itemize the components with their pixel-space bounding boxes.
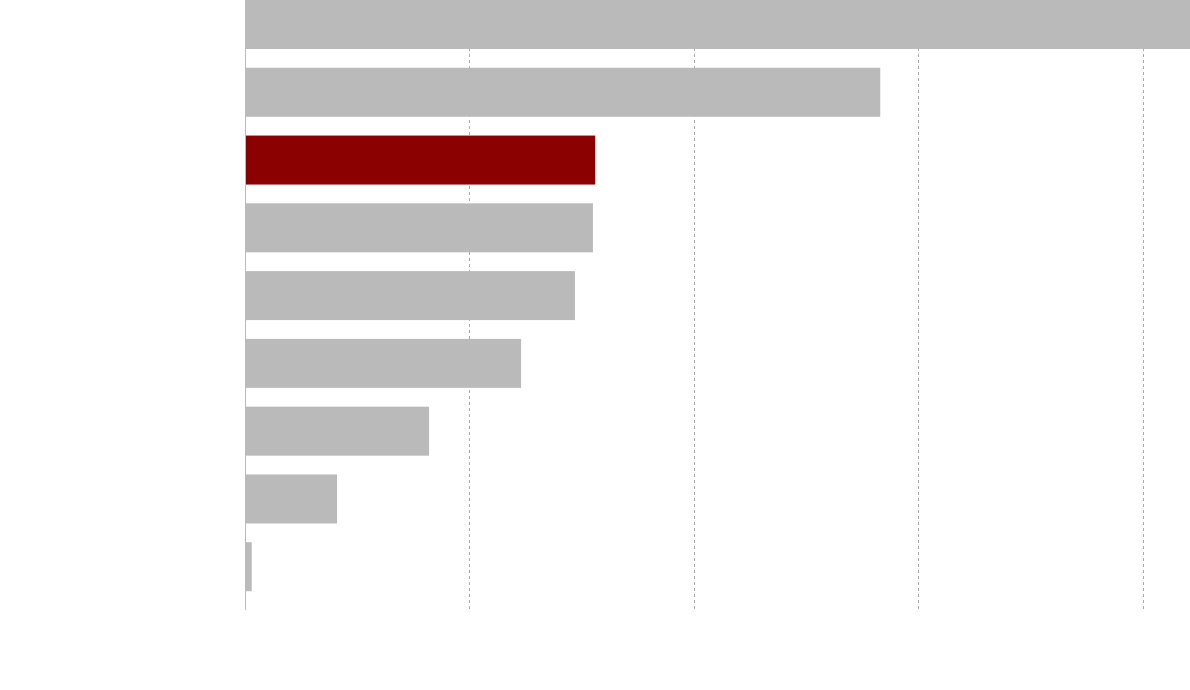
bar	[245, 474, 338, 524]
bar	[245, 0, 1190, 49]
bar	[245, 135, 596, 185]
bar	[245, 203, 593, 253]
bar	[245, 406, 430, 456]
bar	[245, 67, 881, 117]
bar	[245, 271, 575, 321]
bar	[245, 542, 252, 592]
bar	[245, 338, 522, 388]
